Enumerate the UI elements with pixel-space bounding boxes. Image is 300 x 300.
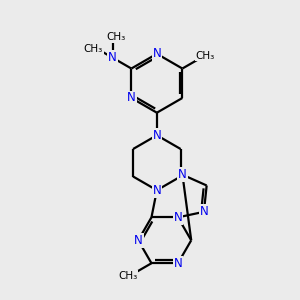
Text: N: N: [134, 234, 142, 247]
Text: N: N: [174, 257, 182, 270]
Text: N: N: [200, 205, 208, 218]
Text: N: N: [152, 47, 161, 60]
Text: N: N: [108, 51, 117, 64]
Text: N: N: [152, 184, 161, 197]
Text: N: N: [108, 51, 117, 64]
Text: N: N: [127, 92, 136, 104]
Text: N: N: [174, 211, 182, 224]
Text: CH₃: CH₃: [195, 51, 214, 61]
Text: N: N: [152, 129, 161, 142]
Text: N: N: [152, 47, 161, 60]
Text: N: N: [152, 184, 161, 197]
Text: N: N: [178, 168, 187, 181]
Text: N: N: [200, 205, 208, 218]
Text: CH₃: CH₃: [118, 271, 137, 281]
Text: N: N: [134, 234, 142, 247]
Text: CH₃: CH₃: [106, 32, 125, 42]
Text: CH₃: CH₃: [84, 44, 103, 54]
Text: N: N: [152, 129, 161, 142]
Text: N: N: [178, 168, 187, 181]
Text: N: N: [174, 257, 182, 270]
Text: N: N: [127, 92, 136, 104]
Text: N: N: [174, 211, 182, 224]
